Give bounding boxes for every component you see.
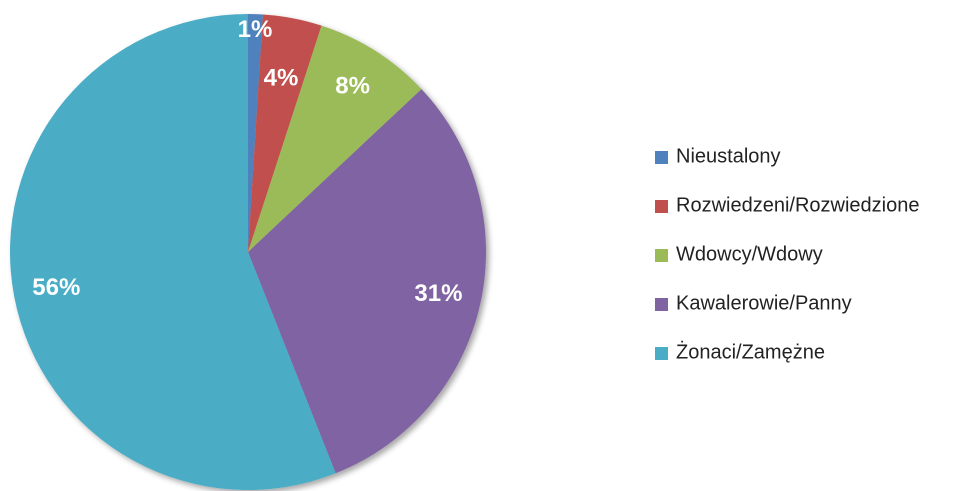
legend-label: Żonaci/Zamężne <box>676 340 825 363</box>
pie-slice <box>248 14 263 252</box>
pie-slice <box>248 14 322 253</box>
legend-label: Rozwiedzeni/Rozwiedzione <box>676 194 919 216</box>
value-label: 1% <box>238 16 273 43</box>
legend-swatch <box>655 249 668 262</box>
legend-swatch <box>655 200 668 213</box>
pie-slice <box>248 25 422 253</box>
value-label: 56% <box>32 274 80 301</box>
pie-slice <box>248 89 487 474</box>
pie <box>10 14 487 490</box>
legend-swatch <box>655 347 668 360</box>
legend-label: Nieustalony <box>676 145 781 167</box>
legend-swatch <box>655 298 668 311</box>
legend-label: Wdowcy/Wdowy <box>676 243 823 265</box>
legend-swatch <box>655 151 668 164</box>
legend-label: Kawalerowie/Panny <box>676 292 852 314</box>
value-label: 8% <box>335 73 370 100</box>
pie-slice <box>10 14 336 490</box>
value-label: 31% <box>414 280 462 307</box>
value-label: 4% <box>264 64 299 91</box>
